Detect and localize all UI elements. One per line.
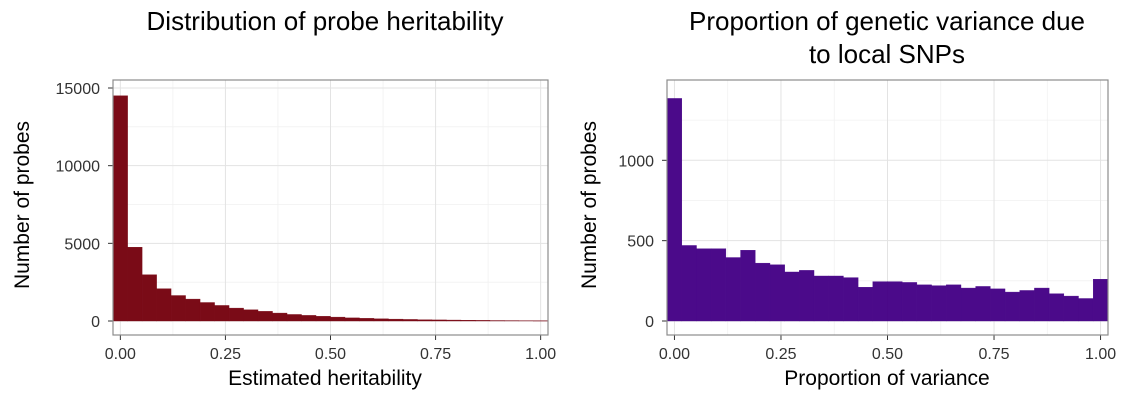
histogram-bar [990, 288, 1006, 322]
y-tick-label: 0 [91, 314, 100, 331]
histogram-bar [666, 98, 683, 322]
x-tick-label: 0.25 [210, 346, 241, 363]
histogram-bar [1004, 291, 1020, 322]
histogram-bar [112, 95, 128, 322]
histogram-bar [214, 305, 230, 322]
histogram-bar [1019, 290, 1035, 322]
histogram-bar [359, 318, 375, 322]
histogram-bar [1092, 279, 1109, 322]
x-tick-label: 0.00 [105, 346, 136, 363]
histogram-bar [901, 282, 918, 322]
plot-area: 0.00 0.25 0.50 0.75 1.00 0 500 1000 [618, 79, 1116, 363]
histogram-bar [170, 295, 186, 322]
x-tick-label: 0.50 [872, 346, 903, 363]
histogram-bar [388, 318, 404, 322]
x-tick-label: 0.00 [659, 346, 690, 363]
histogram-bar [740, 250, 756, 322]
histogram-bar [769, 264, 785, 322]
x-tick-label: 0.75 [420, 346, 451, 363]
x-tick-label: 1.00 [1085, 346, 1116, 363]
chart-title-line-1: Proportion of genetic variance due [689, 6, 1085, 36]
histogram-bar [373, 318, 389, 322]
histogram-bar [931, 285, 947, 322]
x-tick-label: 0.50 [315, 346, 346, 363]
histogram-bar [828, 275, 844, 322]
histogram-bar [417, 319, 433, 322]
histogram-bar [431, 319, 447, 322]
histogram-bar [141, 274, 157, 322]
y-tick-label: 5000 [64, 236, 100, 253]
histogram-bar [710, 248, 727, 322]
y-tick-label: 15000 [56, 81, 101, 98]
histogram-bar [857, 287, 874, 322]
histogram-bar [199, 302, 215, 322]
histogram-bar [156, 288, 172, 322]
histogram-bar [330, 316, 346, 322]
x-axis-title: Proportion of variance [784, 367, 989, 390]
histogram-bar [460, 320, 476, 322]
histogram-bar [475, 320, 491, 322]
x-tick-label: 1.00 [525, 346, 556, 363]
chart-title: Distribution of probe heritability [147, 6, 504, 36]
y-axis-title: Number of probes [11, 121, 34, 289]
histogram-bar [784, 271, 800, 322]
panel-border [666, 79, 1109, 336]
plot-area: 0.00 0.25 0.50 0.75 1.00 0 5000 10000 15000 [56, 79, 556, 363]
histogram-bar [872, 281, 888, 322]
histogram-bar [127, 247, 143, 322]
histogram-bar [916, 284, 932, 322]
heritability-histogram-chart: Distribution of probe heritability 0.00 0… [11, 6, 556, 390]
histogram-bar [1034, 287, 1050, 322]
histogram-bar [887, 281, 903, 322]
histogram-bar [681, 245, 697, 322]
histogram-bar [228, 307, 244, 322]
panel-border [112, 79, 549, 336]
histogram-bar [755, 262, 771, 322]
chart-title-line-2: to local SNPs [809, 39, 965, 69]
histogram-bar [301, 315, 317, 322]
histogram-bar [946, 284, 962, 322]
y-tick-label: 0 [645, 314, 654, 331]
histogram-bar [813, 275, 829, 322]
histogram-bar [799, 270, 815, 322]
histogram-bar [975, 286, 991, 322]
y-tick-label: 10000 [56, 159, 101, 176]
histogram-bar [1078, 298, 1094, 322]
histogram-bar [960, 287, 976, 322]
histogram-bar [843, 277, 859, 322]
histogram-bar [315, 316, 331, 322]
histogram-bar [286, 314, 302, 322]
histogram-bar [1048, 293, 1065, 322]
histogram-bar [402, 319, 418, 322]
histogram-bar [344, 317, 360, 322]
x-tick-label: 0.25 [765, 346, 796, 363]
histogram-bar [185, 298, 201, 322]
histogram-bar [1063, 295, 1079, 322]
histogram-bar [257, 311, 273, 322]
y-axis-title: Number of probes [578, 121, 601, 289]
x-tick-label: 0.75 [978, 346, 1009, 363]
y-tick-label: 500 [627, 234, 654, 251]
y-tick-label: 1000 [618, 153, 654, 170]
histogram-bar [446, 319, 462, 322]
local-snp-variance-histogram-chart: Proportion of genetic variance due to lo… [578, 6, 1116, 390]
histogram-bar [696, 248, 712, 322]
x-axis-title: Estimated heritability [228, 367, 422, 390]
histogram-bar [272, 312, 288, 322]
histogram-bar [725, 257, 741, 322]
histogram-bar [243, 309, 259, 322]
